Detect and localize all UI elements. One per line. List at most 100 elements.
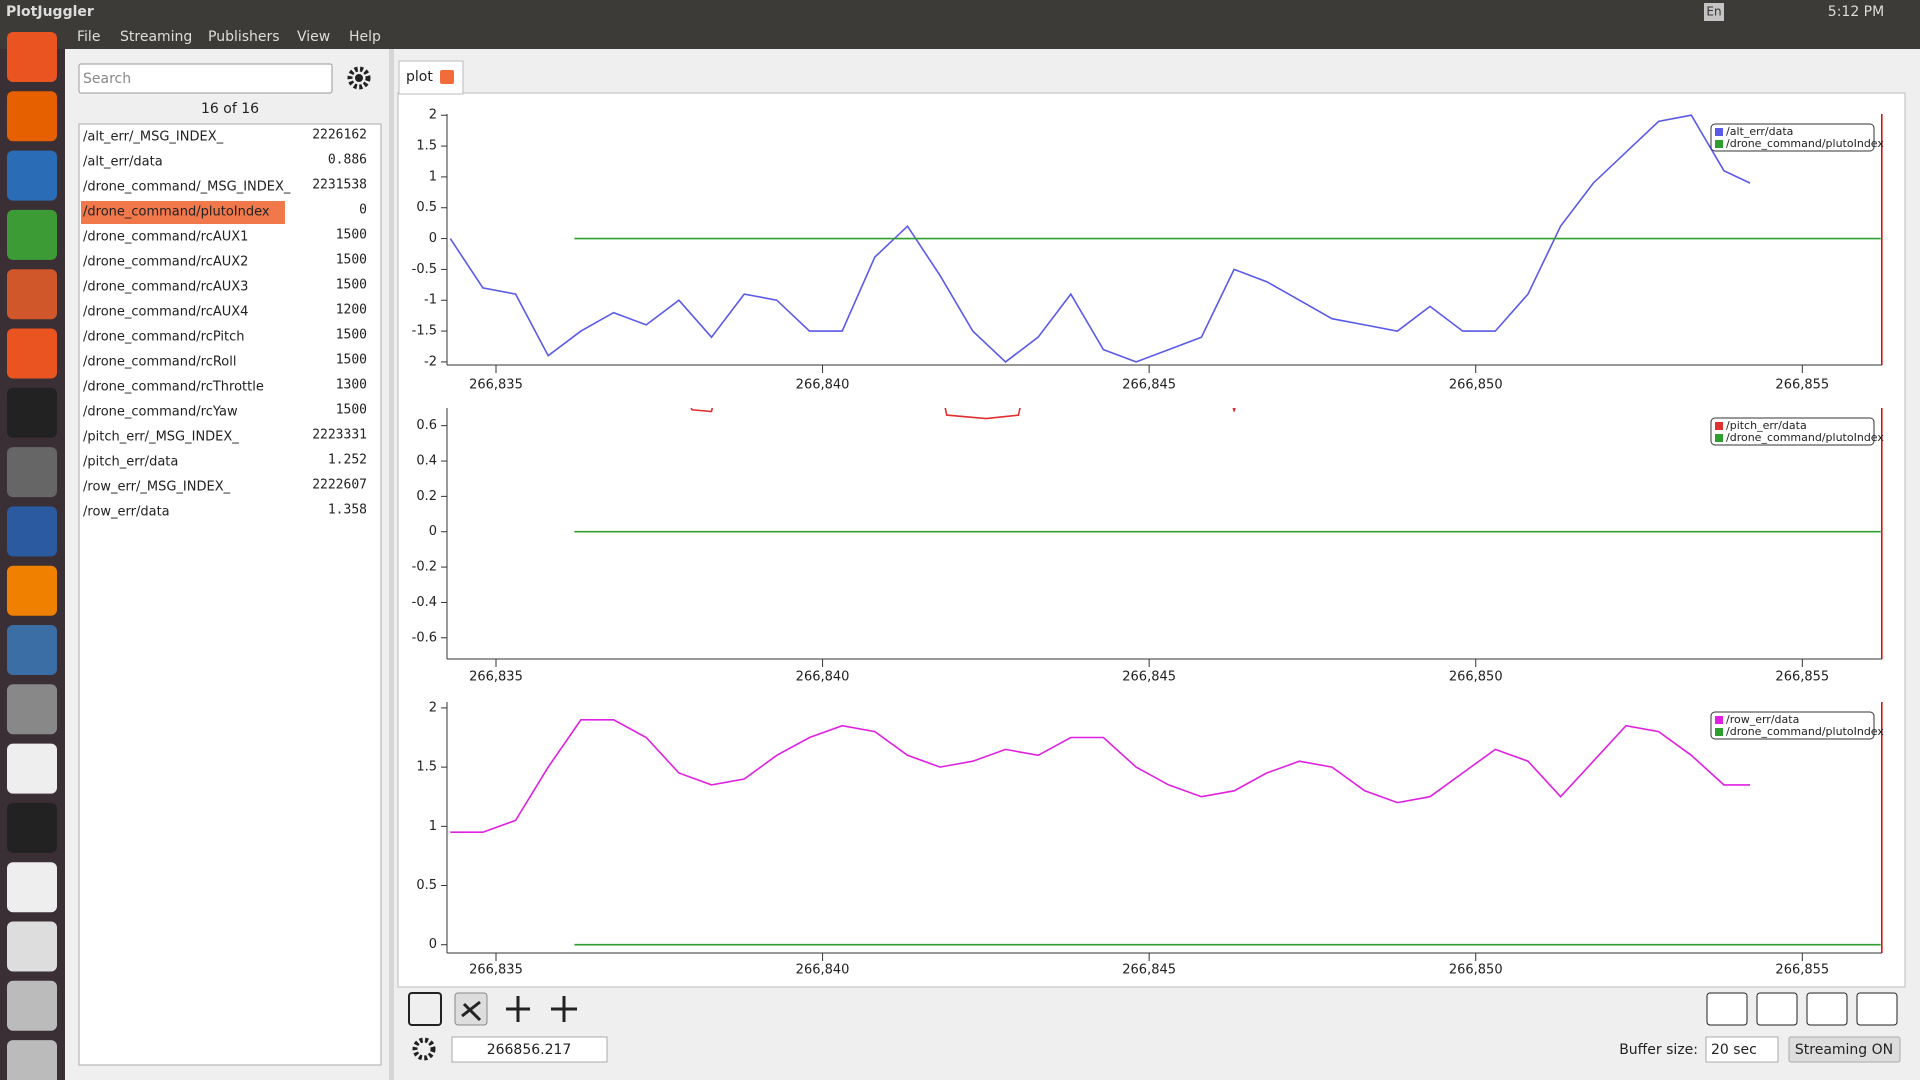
streaming-button[interactable] (1788, 1036, 1901, 1063)
plot-area (397, 92, 1906, 988)
tab-close[interactable] (440, 70, 454, 84)
launcher-icon[interactable] (7, 269, 57, 320)
topic-value: 0.886 (328, 153, 367, 168)
link-icon (461, 1000, 482, 1022)
topic-name[interactable]: /drone_command/_MSG_INDEX_ (83, 180, 291, 195)
launcher-icon[interactable] (7, 625, 57, 675)
x-tick-label: 266,845 (1122, 963, 1176, 978)
launcher-icon[interactable] (7, 91, 57, 142)
topic-name[interactable]: /drone_command/rcAUX1 (83, 230, 248, 245)
launcher-icon[interactable] (7, 387, 57, 438)
topic-value: 2222607 (312, 478, 367, 493)
menu-item[interactable]: View (297, 29, 330, 45)
y-tick-label: 0.5 (416, 200, 437, 215)
legend-label[interactable]: /drone_command/plutoIndex (1726, 137, 1884, 150)
launcher-icon[interactable] (7, 565, 57, 616)
toolbar-icons (408, 992, 1898, 1026)
time-box[interactable] (451, 1036, 608, 1063)
menu-item[interactable]: Publishers (208, 29, 280, 45)
topic-name[interactable]: /drone_command/plutoIndex (83, 205, 270, 220)
topic-name[interactable]: /row_err/_MSG_INDEX_ (83, 480, 231, 495)
legend (1710, 711, 1875, 740)
topic-value: 1.358 (328, 503, 367, 518)
lang-box (1704, 3, 1724, 21)
zoom-v-button[interactable] (506, 996, 530, 1022)
x-tick-label: 266,835 (469, 670, 523, 685)
x-tick-label: 266,855 (1775, 670, 1829, 685)
topic-value: 1500 (336, 278, 367, 293)
topic-name[interactable]: /pitch_err/_MSG_INDEX_ (83, 430, 239, 445)
legend-label[interactable]: /drone_command/plutoIndex (1726, 725, 1884, 738)
x-tick-label: 266,840 (796, 378, 850, 393)
topics: /alt_err/_MSG_INDEX_ 2226162/alt_err/data… (81, 128, 367, 520)
legend-swatch (1715, 128, 1723, 136)
settings-icon[interactable] (347, 66, 371, 90)
legend-swatch (1715, 728, 1723, 736)
launcher-icon[interactable] (7, 328, 57, 379)
list-button[interactable] (408, 992, 442, 1026)
y-tick-label: 2 (429, 108, 437, 123)
x-tick-label: 266,855 (1775, 963, 1829, 978)
launcher-icon[interactable] (7, 150, 57, 201)
topic-name[interactable]: /row_err/data (83, 505, 170, 520)
topic-name[interactable]: /drone_command/rcAUX4 (83, 305, 248, 320)
x-tick-label: 266,850 (1449, 670, 1503, 685)
legend-label[interactable]: /drone_command/plutoIndex (1726, 431, 1884, 444)
x-tick-label: 266,845 (1122, 670, 1176, 685)
topic-value: 1500 (336, 403, 367, 418)
legend-label[interactable]: /pitch_err/data (1726, 419, 1807, 432)
selected-row (81, 201, 285, 224)
zoom-h-button[interactable] (551, 996, 577, 1022)
streaming-label: Streaming ON (1795, 1042, 1893, 1058)
launcher-icon[interactable] (7, 921, 57, 972)
search-box[interactable] (78, 63, 333, 94)
topic-name[interactable]: /drone_command/rcRoll (83, 355, 236, 370)
y-tick-label: -2 (424, 354, 437, 369)
topic-value: 1.252 (328, 453, 367, 468)
launcher-icon[interactable] (7, 209, 57, 260)
topic-count: 16 of 16 (201, 101, 259, 117)
tab-label: plot (406, 69, 433, 85)
y-tick-label: 0.5 (416, 878, 437, 893)
clock[interactable]: 5:12 PM (1828, 4, 1884, 20)
launcher-icon[interactable] (7, 447, 57, 498)
launcher-icon[interactable] (7, 32, 57, 82)
launcher-icon[interactable] (7, 506, 57, 557)
topic-name[interactable]: /drone_command/rcAUX2 (83, 255, 248, 270)
clear-button[interactable] (1856, 992, 1898, 1026)
launcher-icon[interactable] (7, 980, 57, 1031)
legend-label[interactable]: /alt_err/data (1726, 125, 1793, 138)
topic-name[interactable]: /drone_command/rcThrottle (83, 380, 264, 395)
launcher-icon[interactable] (7, 743, 57, 794)
topic-name[interactable]: /alt_err/_MSG_INDEX_ (83, 130, 224, 145)
y-tick-label: 0.2 (416, 489, 437, 504)
topic-name[interactable]: /drone_command/rcAUX3 (83, 280, 248, 295)
y-tick-label: -0.4 (412, 595, 437, 610)
topic-name[interactable]: /pitch_err/data (83, 455, 178, 470)
split-v-button[interactable] (1756, 992, 1798, 1026)
legend-label[interactable]: /row_err/data (1726, 713, 1799, 726)
menu-item[interactable]: Help (349, 29, 381, 45)
toolbar-settings[interactable] (412, 1037, 436, 1061)
buffer-box[interactable] (1705, 1036, 1779, 1063)
menu-item[interactable]: File (77, 29, 100, 45)
legend-swatch (1715, 716, 1723, 724)
legend (1710, 123, 1875, 152)
launcher-icon[interactable] (7, 684, 57, 735)
launcher-icon[interactable] (7, 862, 57, 913)
splitter[interactable] (389, 49, 394, 1080)
y-tick-label: 1 (429, 169, 437, 184)
menu-bar (0, 24, 1920, 49)
split-h-button[interactable] (1706, 992, 1748, 1026)
topic-name[interactable]: /drone_command/rcYaw (83, 405, 238, 420)
settings-icon-center (355, 74, 363, 82)
topic-name[interactable]: /alt_err/data (83, 155, 163, 170)
topic-name[interactable]: /drone_command/rcPitch (83, 330, 245, 345)
menu-item[interactable]: Streaming (120, 29, 192, 45)
launcher-icon[interactable] (7, 802, 57, 853)
launcher-icon[interactable] (7, 1040, 57, 1084)
top-bar (0, 0, 1920, 24)
load-button[interactable] (1806, 992, 1848, 1026)
launcher-icons (7, 32, 57, 1084)
topic-value: 2231538 (312, 178, 367, 193)
